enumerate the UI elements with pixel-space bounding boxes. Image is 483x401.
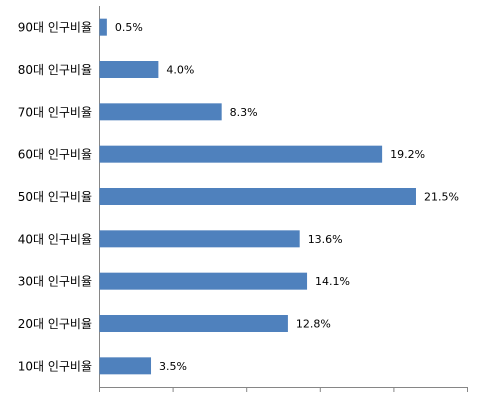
data-label: 13.6%	[308, 233, 343, 246]
bar	[99, 357, 152, 375]
y-tick-label: 70대 인구비율	[18, 105, 92, 119]
y-tick-label: 80대 인구비율	[18, 63, 92, 77]
bar	[99, 315, 288, 332]
bar	[99, 230, 300, 248]
y-tick-label: 20대 인구비율	[18, 317, 92, 331]
data-label: 12.8%	[296, 318, 331, 331]
data-label: 21.5%	[424, 191, 459, 204]
y-tick-label: 50대 인구비율	[18, 190, 92, 204]
y-tick-label: 40대 인구비율	[18, 232, 92, 246]
bar	[99, 272, 308, 290]
data-label: 8.3%	[230, 106, 258, 119]
data-label: 19.2%	[390, 148, 425, 161]
bar	[99, 18, 107, 36]
bar	[99, 145, 383, 163]
y-tick-label: 90대 인구비율	[18, 21, 92, 35]
data-label: 0.5%	[115, 21, 143, 34]
bar	[99, 103, 222, 121]
data-label: 14.1%	[315, 275, 350, 288]
y-tick-label: 60대 인구비율	[18, 148, 92, 162]
y-tick-label: 30대 인구비율	[18, 275, 92, 289]
data-label: 4.0%	[166, 64, 194, 77]
y-tick-label: 10대 인구비율	[18, 359, 92, 373]
data-label: 3.5%	[159, 360, 187, 373]
bar	[99, 61, 159, 78]
bar	[99, 188, 416, 205]
